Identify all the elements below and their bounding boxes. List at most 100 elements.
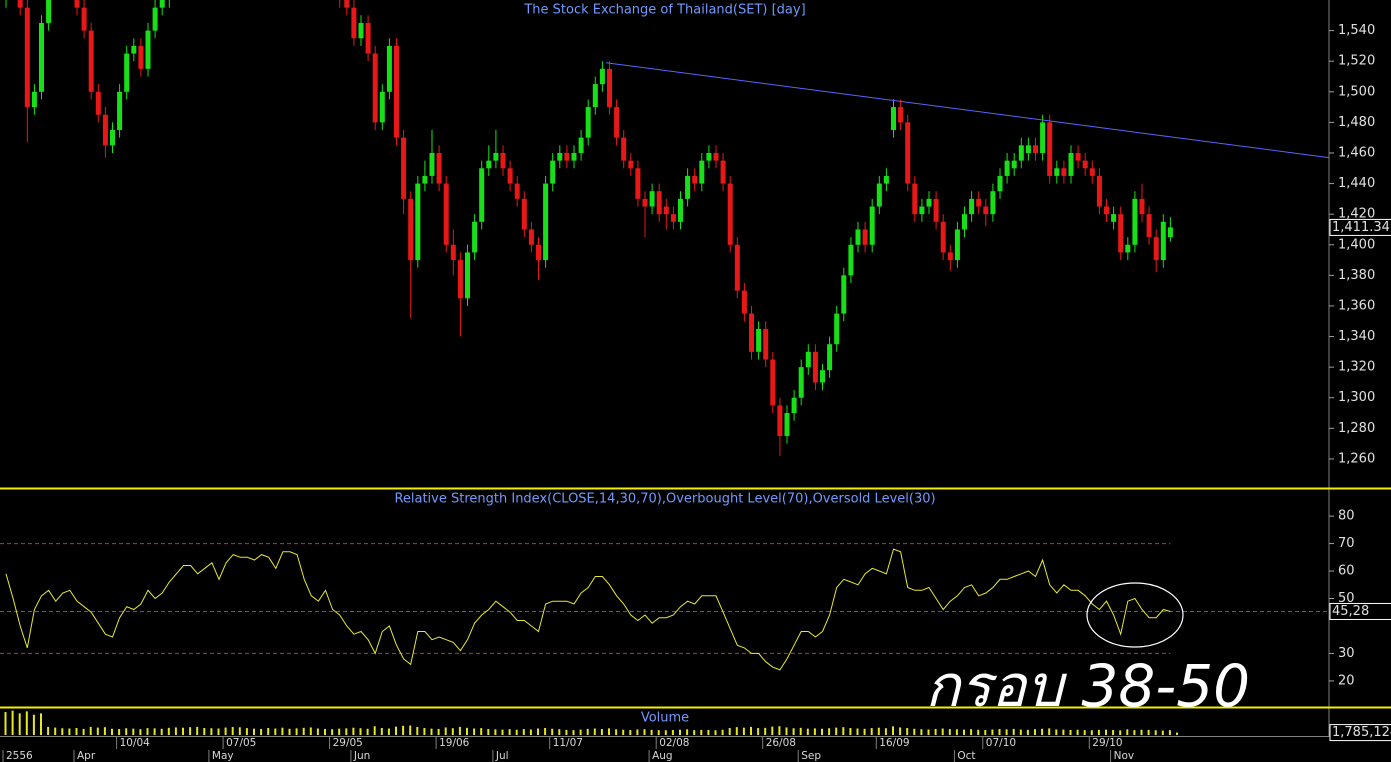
volume-bar: [47, 726, 50, 735]
volume-bar: [778, 726, 781, 735]
candle-body: [372, 53, 378, 123]
volume-bar: [416, 727, 419, 735]
volume-bar: [1019, 729, 1022, 735]
candle-body: [692, 175, 698, 184]
volume-bar: [352, 727, 355, 735]
volume-bar: [1161, 730, 1164, 735]
volume-bar: [565, 729, 568, 735]
volume-bar: [224, 727, 227, 735]
volume-bar: [593, 728, 596, 735]
candle-body: [1082, 160, 1088, 169]
rsi-title: Relative Strength Index(CLOSE,14,30,70),…: [394, 492, 935, 507]
volume-bar: [253, 728, 255, 735]
y-tick-label: 1,280: [1338, 421, 1375, 436]
candle-body: [465, 252, 470, 299]
volume-bar: [473, 728, 476, 735]
candle-body: [457, 260, 463, 299]
candle-body: [713, 152, 719, 161]
volume-bar: [1140, 729, 1143, 735]
volume-bar: [721, 729, 724, 735]
volume-bar: [189, 727, 192, 735]
candle-body: [585, 107, 591, 138]
volume-bar: [558, 729, 561, 735]
volume-bar: [458, 726, 461, 735]
candle-body: [138, 45, 144, 69]
candle-body: [429, 152, 435, 176]
candle-body: [351, 7, 357, 39]
candle-body: [408, 198, 414, 261]
candle-body: [472, 221, 478, 253]
volume-bar: [1105, 729, 1107, 735]
volume-bar: [813, 728, 816, 735]
candle-body: [450, 244, 456, 261]
candle-body: [159, 0, 165, 8]
candle-body: [628, 160, 634, 169]
volume-bar: [89, 726, 92, 735]
y-tick-label: 1,400: [1338, 237, 1375, 252]
volume-bar: [537, 728, 539, 735]
last-value-label: 1,785,124: [1332, 725, 1391, 740]
candle-body: [1089, 168, 1095, 176]
candle-body: [507, 168, 513, 184]
volume-bar: [11, 710, 14, 735]
volume-bar: [608, 728, 610, 735]
y-tick-label: 80: [1338, 509, 1355, 524]
candle-body: [663, 206, 669, 215]
volume-bar: [551, 728, 554, 735]
month-tick-label: Nov: [1114, 750, 1135, 762]
candle-body: [855, 229, 861, 245]
volume-bar: [501, 729, 504, 735]
candle-body: [812, 351, 818, 383]
candle-body: [95, 91, 101, 115]
volume-bar: [430, 728, 433, 735]
candle-body: [514, 183, 520, 199]
candle-body: [649, 191, 655, 207]
volume-bar: [281, 727, 284, 735]
candle-body: [394, 45, 399, 138]
volume-bar: [444, 727, 447, 735]
volume-bar: [217, 728, 220, 735]
volume-bar: [899, 727, 902, 735]
volume-bar: [494, 729, 497, 735]
candle-body: [670, 214, 676, 222]
volume-bar: [821, 728, 823, 735]
candle-body: [74, 0, 80, 8]
volume-bar: [61, 728, 64, 735]
date-tick-label: 19/06: [439, 737, 470, 749]
candle-body: [599, 68, 605, 85]
volume-bar: [764, 727, 767, 735]
volume-bar: [750, 726, 752, 735]
volume-bar: [650, 729, 653, 735]
volume-bar: [103, 727, 106, 735]
volume-bar: [1055, 729, 1058, 735]
candle-body: [521, 198, 527, 230]
volume-bar: [324, 728, 326, 735]
candle-body: [891, 107, 896, 131]
candle-body: [436, 152, 442, 184]
volume-bar: [260, 728, 263, 735]
candle-body: [578, 137, 584, 153]
volume-bar: [572, 730, 575, 735]
volume-bar: [182, 727, 184, 735]
volume-bar: [82, 728, 85, 735]
candle-body: [1054, 168, 1060, 176]
candle-body: [1125, 244, 1131, 253]
volume-bar: [40, 713, 42, 735]
volume-bar: [1005, 729, 1008, 735]
date-tick-label: 02/08: [659, 737, 689, 749]
candle-body: [17, 0, 23, 8]
volume-bar: [828, 728, 831, 735]
candle-body: [152, 7, 158, 31]
volume-bar: [863, 728, 866, 735]
chart-title: The Stock Exchange of Thailand(SET) [day…: [523, 3, 805, 18]
y-tick-label: 60: [1338, 564, 1355, 579]
volume-bar: [146, 728, 149, 735]
volume-title: Volume: [641, 711, 689, 726]
y-tick-label: 1,380: [1338, 268, 1375, 283]
candle-body: [415, 183, 421, 261]
candle-body: [1061, 168, 1067, 176]
volume-bar: [842, 727, 845, 735]
price-panel: [5, 0, 1329, 456]
candle-body: [1075, 152, 1081, 161]
